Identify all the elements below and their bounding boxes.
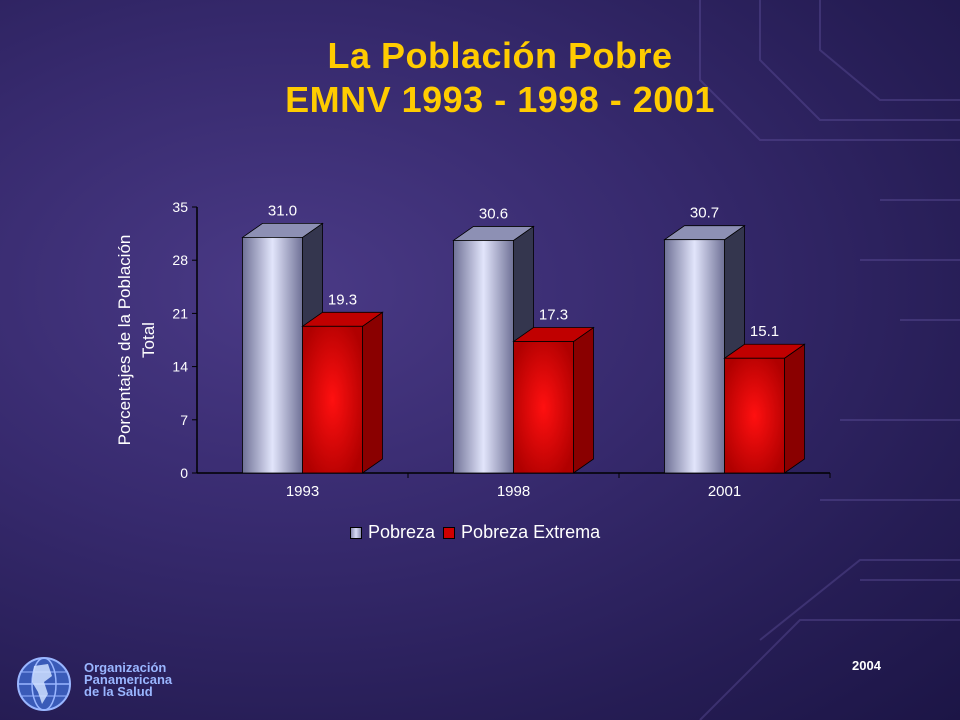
footer-year: 2004 [852,658,881,673]
y-tick-label: 7 [180,412,188,428]
y-tick-label: 14 [172,359,188,375]
data-label-pobreza-extrema-2001: 15.1 [750,323,779,340]
data-label-pobreza-1998: 30.6 [479,205,508,222]
org-line-3: de la Salud [84,684,153,699]
organization-name: Organización Panamericana de la Salud [84,660,173,699]
data-label-pobreza-extrema-1993: 19.3 [328,291,357,308]
legend-swatch-pobreza [350,526,362,539]
y-tick-label: 0 [180,465,188,481]
legend-swatch-pobreza-extrema [443,526,456,539]
bar-front-face [664,239,725,474]
org-line-2: Panamericana [84,672,173,687]
labels: 0 7 14 21 28 35 1993 1998 2001 Porcentajes de la … [115,199,779,500]
y-tick-label: 21 [172,305,188,321]
title-line-2: EMNV 1993 - 1998 - 2001 [285,79,715,120]
chart-legend: Pobreza Pobreza Extrema [350,522,608,543]
title-line-1: La Población Pobre [327,35,673,76]
bar-side-face [362,311,383,474]
bar-pobreza-1998 [452,225,535,474]
bar-front-face [724,357,785,474]
x-tick-label: 1993 [286,483,319,500]
y-tick-label: 35 [172,199,188,215]
bar-front-face [302,325,363,474]
page-title: La Población Pobre EMNV 1993 - 1998 - 20… [0,34,960,122]
data-label-pobreza-1993: 31.0 [268,202,297,219]
globe-logo-icon [17,657,71,711]
x-tick-label: 1998 [497,483,530,500]
x-tick-label: 2001 [708,483,741,500]
data-label-pobreza-extrema-1998: 17.3 [539,307,568,324]
y-axis-title-line-2: Total [139,322,158,358]
bar-pobreza-extrema-1998 [512,326,595,474]
bar-side-face [784,343,805,474]
bar-front-face [242,236,303,474]
data-label-pobreza-2001: 30.7 [690,205,719,222]
bar-pobreza-extrema-2001 [723,343,806,474]
legend-item-pobreza: Pobreza [350,522,435,543]
bar-side-face [573,326,594,474]
legend-label-pobreza: Pobreza [368,522,436,542]
bar-pobreza-extrema-1993 [301,311,384,474]
legend-item-pobreza-extrema: Pobreza Extrema [443,522,600,543]
y-tick-label: 28 [172,252,188,268]
legend-label-pobreza-extrema: Pobreza Extrema [461,522,601,542]
bar-front-face [453,240,514,474]
bars [241,222,806,474]
bar-front-face [513,341,574,474]
y-axis-title: Porcentajes de la Población [115,235,134,446]
org-line-1: Organización [84,660,167,675]
